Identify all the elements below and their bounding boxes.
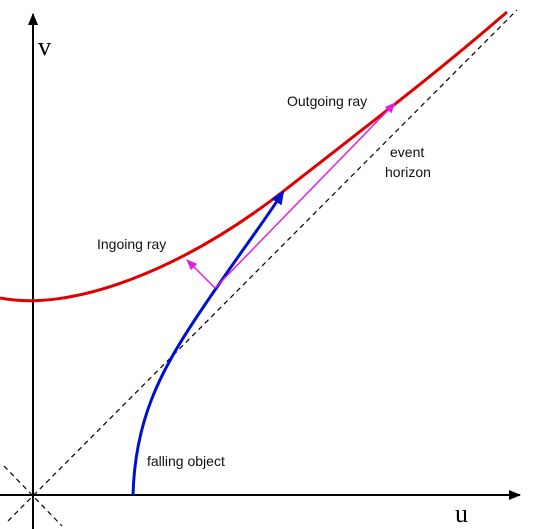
ingoing-ray-label: Ingoing ray [97,236,166,252]
event-horizon-label: event [390,144,424,160]
outgoing-ray [214,102,396,289]
hyperbola [0,10,508,303]
event-horizon-line [7,9,518,522]
falling-object-path [131,190,285,496]
event-horizon-label: horizon [385,164,431,180]
outgoing-ray-label: Outgoing ray [287,93,367,109]
cone-line [3,465,63,527]
v-label: v [38,32,51,61]
ingoing-ray [186,259,216,289]
u-label: u [455,499,468,528]
falling-object-label: falling object [147,453,225,469]
